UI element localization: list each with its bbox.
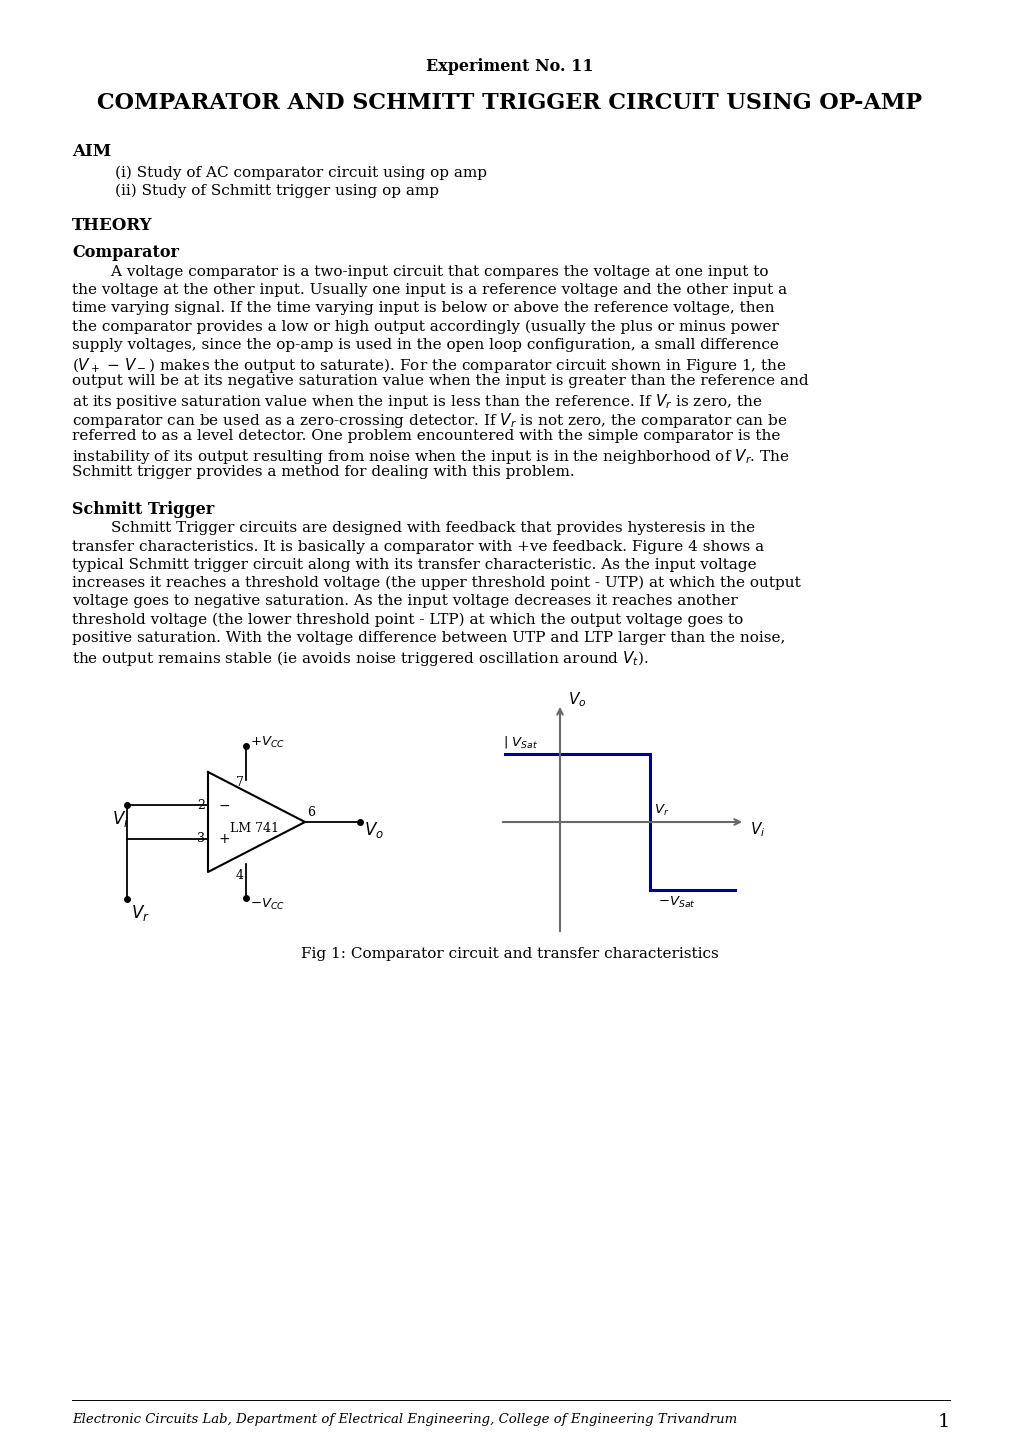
Text: threshold voltage (the lower threshold point - LTP) at which the output voltage : threshold voltage (the lower threshold p… bbox=[72, 613, 743, 627]
Text: Experiment No. 11: Experiment No. 11 bbox=[426, 58, 593, 75]
Text: $|\ V_{Sat}$: $|\ V_{Sat}$ bbox=[502, 734, 538, 750]
Text: $V_r$: $V_r$ bbox=[653, 803, 668, 818]
Text: $-V_{Sat}$: $-V_{Sat}$ bbox=[657, 895, 695, 910]
Text: Fig 1: Comparator circuit and transfer characteristics: Fig 1: Comparator circuit and transfer c… bbox=[301, 947, 718, 960]
Text: supply voltages, since the op-amp is used in the open loop configuration, a smal: supply voltages, since the op-amp is use… bbox=[72, 337, 779, 352]
Text: instability of its output resulting from noise when the input is in the neighbor: instability of its output resulting from… bbox=[72, 447, 789, 466]
Text: $V_i$: $V_i$ bbox=[112, 809, 128, 829]
Text: $V_i$: $V_i$ bbox=[749, 820, 764, 839]
Text: output will be at its negative saturation value when the input is greater than t: output will be at its negative saturatio… bbox=[72, 375, 808, 388]
Text: $+V_{CC}$: $+V_{CC}$ bbox=[250, 734, 284, 750]
Text: THEORY: THEORY bbox=[72, 216, 153, 234]
Text: Electronic Circuits Lab, Department of Electrical Engineering, College of Engine: Electronic Circuits Lab, Department of E… bbox=[72, 1413, 737, 1426]
Text: $V_r$: $V_r$ bbox=[130, 903, 150, 923]
Text: at its positive saturation value when the input is less than the reference. If $: at its positive saturation value when th… bbox=[72, 392, 761, 411]
Text: increases it reaches a threshold voltage (the upper threshold point - UTP) at wh: increases it reaches a threshold voltage… bbox=[72, 575, 800, 590]
Text: $V_o$: $V_o$ bbox=[364, 820, 383, 841]
Text: referred to as a level detector. One problem encountered with the simple compara: referred to as a level detector. One pro… bbox=[72, 428, 780, 443]
Text: the output remains stable (ie avoids noise triggered oscillation around $V_t$).: the output remains stable (ie avoids noi… bbox=[72, 649, 648, 668]
Text: time varying signal. If the time varying input is below or above the reference v: time varying signal. If the time varying… bbox=[72, 301, 773, 316]
Text: positive saturation. With the voltage difference between UTP and LTP larger than: positive saturation. With the voltage di… bbox=[72, 630, 785, 645]
Text: Schmitt Trigger circuits are designed with feedback that provides hysteresis in : Schmitt Trigger circuits are designed wi… bbox=[72, 522, 754, 535]
Text: $V_o$: $V_o$ bbox=[568, 691, 586, 709]
Text: 4: 4 bbox=[235, 870, 244, 883]
Text: A voltage comparator is a two-input circuit that compares the voltage at one inp: A voltage comparator is a two-input circ… bbox=[72, 265, 767, 278]
Text: the comparator provides a low or high output accordingly (usually the plus or mi: the comparator provides a low or high ou… bbox=[72, 320, 779, 335]
Text: 6: 6 bbox=[307, 806, 315, 819]
Text: 1: 1 bbox=[936, 1413, 949, 1430]
Text: 2: 2 bbox=[197, 799, 205, 812]
Text: (ii) Study of Schmitt trigger using op amp: (ii) Study of Schmitt trigger using op a… bbox=[115, 185, 438, 199]
Text: $-$: $-$ bbox=[218, 799, 230, 812]
Text: 3: 3 bbox=[197, 832, 205, 845]
Text: $-V_{CC}$: $-V_{CC}$ bbox=[250, 897, 284, 911]
Text: the voltage at the other input. Usually one input is a reference voltage and the: the voltage at the other input. Usually … bbox=[72, 283, 787, 297]
Text: Schmitt Trigger: Schmitt Trigger bbox=[72, 502, 214, 519]
Text: COMPARATOR AND SCHMITT TRIGGER CIRCUIT USING OP-AMP: COMPARATOR AND SCHMITT TRIGGER CIRCUIT U… bbox=[98, 92, 921, 114]
Text: typical Schmitt trigger circuit along with its transfer characteristic. As the i: typical Schmitt trigger circuit along wi… bbox=[72, 558, 756, 572]
Text: transfer characteristics. It is basically a comparator with +ve feedback. Figure: transfer characteristics. It is basicall… bbox=[72, 539, 763, 554]
Text: LM 741: LM 741 bbox=[229, 822, 279, 835]
Text: Schmitt trigger provides a method for dealing with this problem.: Schmitt trigger provides a method for de… bbox=[72, 466, 574, 479]
Text: Comparator: Comparator bbox=[72, 244, 178, 261]
Text: 7: 7 bbox=[235, 776, 244, 789]
Text: comparator can be used as a zero-crossing detector. If $V_r$ is not zero, the co: comparator can be used as a zero-crossin… bbox=[72, 411, 787, 430]
Text: $+$: $+$ bbox=[218, 832, 230, 845]
Text: voltage goes to negative saturation. As the input voltage decreases it reaches a: voltage goes to negative saturation. As … bbox=[72, 594, 737, 609]
Text: (i) Study of AC comparator circuit using op amp: (i) Study of AC comparator circuit using… bbox=[115, 166, 486, 180]
Text: AIM: AIM bbox=[72, 143, 111, 160]
Text: ($V_+$ $-$ $V_-$) makes the output to saturate). For the comparator circuit show: ($V_+$ $-$ $V_-$) makes the output to sa… bbox=[72, 356, 786, 375]
